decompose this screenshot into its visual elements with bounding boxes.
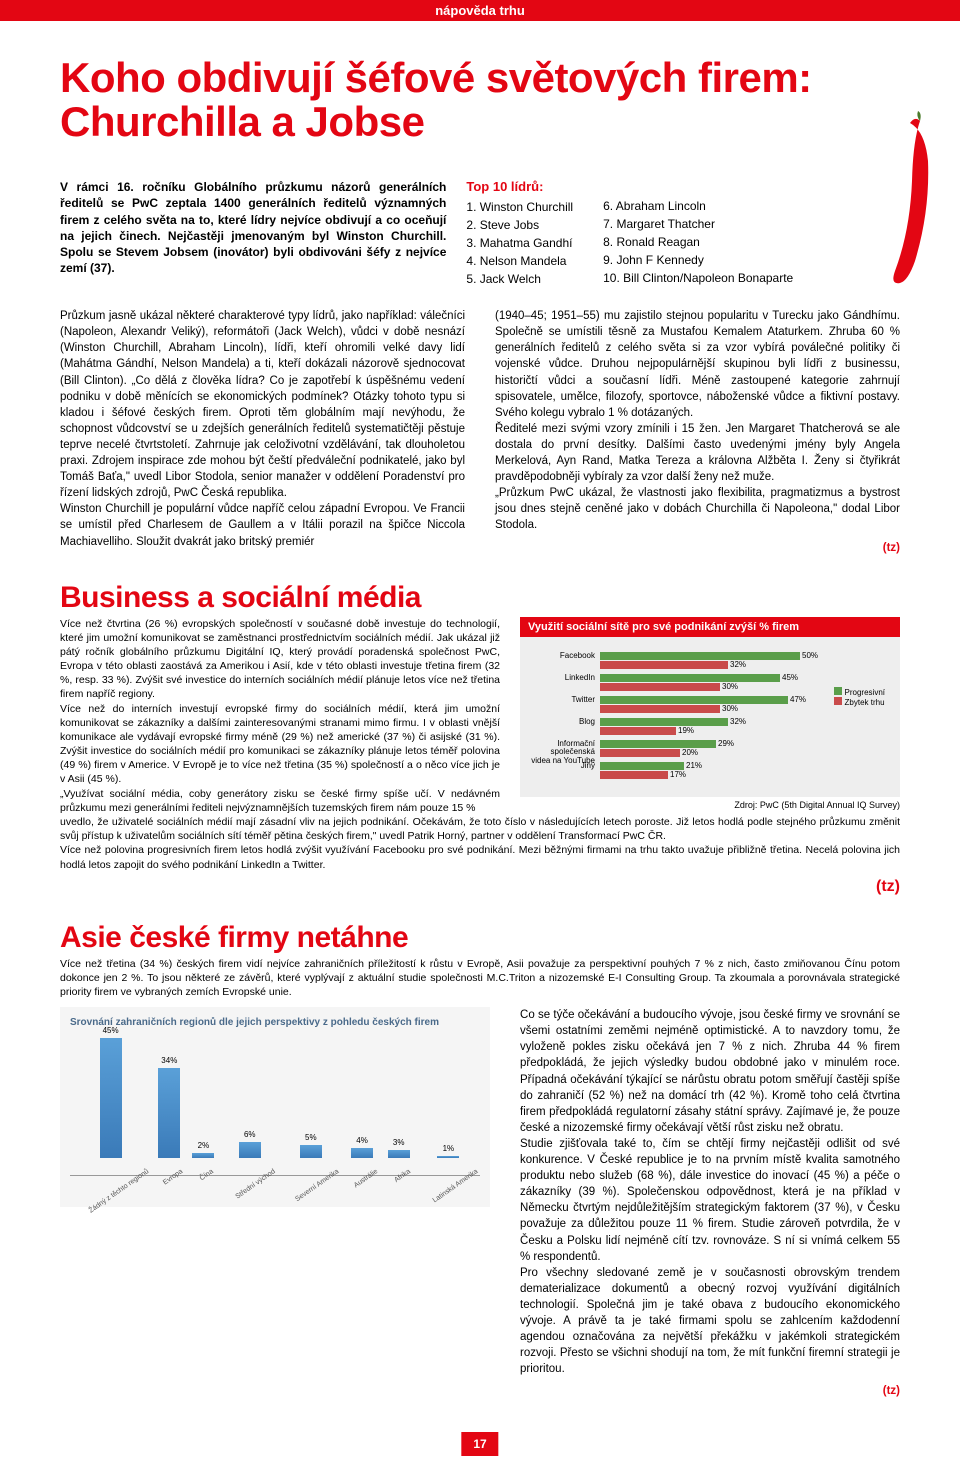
article1-sig: (tz): [495, 540, 900, 556]
asie-chart: Srovnání zahraničních regionů dle jejich…: [60, 1007, 490, 1399]
asie-chart-title: Srovnání zahraničních regionů dle jejich…: [70, 1017, 480, 1028]
leader-item: 4. Nelson Mandela: [466, 252, 573, 270]
business-chart-title: Využití sociální sítě pro své podnikání …: [520, 617, 900, 637]
leaders-title: Top 10 lídrů:: [466, 179, 573, 194]
leader-item: 2. Steve Jobs: [466, 216, 573, 234]
asie-title: Asie české firmy netáhne: [60, 921, 900, 955]
asie-sig: (tz): [520, 1383, 900, 1399]
business-title: Business a sociální média: [60, 581, 900, 615]
leaders-block: Top 10 lídrů: 1. Winston Churchill 2. St…: [466, 179, 900, 288]
article1-col2-text: (1940–45; 1951–55) mu zajistilo stejnou …: [495, 310, 900, 531]
main-title: Koho obdivují šéfové světových firem: Ch…: [60, 56, 900, 144]
leader-item: 9. John F Kennedy: [603, 251, 793, 269]
business-sig: (tz): [60, 878, 900, 896]
business-text1: Více než čtvrtina (26 %) evropských spol…: [60, 617, 500, 815]
leaders-left: 1. Winston Churchill 2. Steve Jobs 3. Ma…: [466, 198, 573, 288]
article1-col2: (1940–45; 1951–55) mu zajistilo stejnou …: [495, 308, 900, 555]
intro-text: V rámci 16. ročníku Globálního průzkumu …: [60, 179, 446, 288]
asie-section: Asie české firmy netáhne Více než třetin…: [60, 921, 900, 1400]
page-number: 17: [461, 1432, 498, 1456]
business-text2: uvedlo, že uživatelé sociálních médií ma…: [60, 815, 900, 872]
business-chart: Využití sociální sítě pro své podnikání …: [520, 617, 900, 815]
asie-text-body: Co se týče očekávání a budoucího vývoje,…: [520, 1009, 900, 1375]
leader-item: 5. Jack Welch: [466, 270, 573, 288]
asie-intro: Více než třetina (34 %) českých firem vi…: [60, 957, 900, 1000]
asie-text: Co se týče očekávání a budoucího vývoje,…: [520, 1007, 900, 1399]
leader-item: 10. Bill Clinton/Napoleon Bonaparte: [603, 269, 793, 287]
business-section: Business a sociální média Více než čtvrt…: [60, 581, 900, 896]
article1-body: Průzkum jasně ukázal některé charakterov…: [60, 308, 900, 555]
leader-item: 6. Abraham Lincoln: [603, 197, 793, 215]
leader-item: 3. Mahatma Gandhí: [466, 234, 573, 252]
leader-item: 8. Ronald Reagan: [603, 233, 793, 251]
leader-item: 1. Winston Churchill: [466, 198, 573, 216]
pepper-decoration: [880, 111, 940, 291]
article1-col1: Průzkum jasně ukázal některé charakterov…: [60, 308, 465, 555]
chart-source: Zdroj: PwC (5th Digital Annual IQ Survey…: [520, 800, 900, 810]
leader-item: 7. Margaret Thatcher: [603, 215, 793, 233]
header-tag: nápověda trhu: [0, 0, 960, 21]
intro-row: V rámci 16. ročníku Globálního průzkumu …: [60, 179, 900, 288]
leaders-right: 6. Abraham Lincoln 7. Margaret Thatcher …: [603, 179, 793, 288]
